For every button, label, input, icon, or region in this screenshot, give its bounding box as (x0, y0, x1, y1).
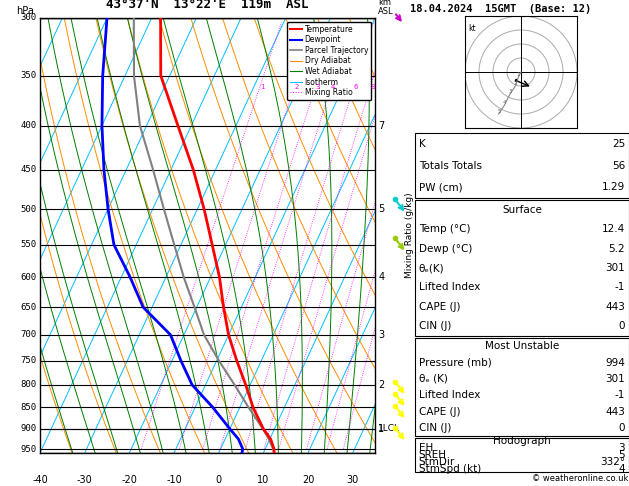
Text: 400: 400 (21, 121, 36, 130)
Text: 4: 4 (378, 272, 384, 282)
Text: 450: 450 (21, 165, 36, 174)
Text: 56: 56 (612, 160, 625, 171)
Text: 332°: 332° (600, 457, 625, 467)
Text: kt: kt (468, 24, 476, 34)
Text: -30: -30 (77, 475, 92, 485)
Text: 3: 3 (378, 330, 384, 340)
Text: Lifted Index: Lifted Index (419, 390, 480, 400)
Text: EH: EH (419, 443, 433, 453)
Text: 550: 550 (21, 240, 36, 249)
Text: 5: 5 (497, 108, 501, 114)
Text: 301: 301 (606, 263, 625, 273)
Text: 4: 4 (503, 100, 506, 105)
Text: 0: 0 (619, 423, 625, 433)
Text: -1: -1 (615, 390, 625, 400)
Text: 5: 5 (618, 450, 625, 460)
Text: -40: -40 (32, 475, 48, 485)
Text: 4: 4 (618, 464, 625, 473)
Text: StmDir: StmDir (419, 457, 455, 467)
Text: 650: 650 (21, 303, 36, 312)
Text: 6: 6 (353, 84, 358, 90)
Text: 30: 30 (347, 475, 359, 485)
Text: 500: 500 (21, 205, 36, 213)
Text: 950: 950 (21, 445, 36, 453)
Text: Pressure (mb): Pressure (mb) (419, 358, 491, 367)
Text: hPa: hPa (16, 5, 34, 16)
Text: 1: 1 (517, 72, 520, 77)
Text: 3: 3 (508, 89, 512, 94)
Text: © weatheronline.co.uk: © weatheronline.co.uk (532, 474, 628, 483)
Text: 3: 3 (618, 443, 625, 453)
Text: CIN (J): CIN (J) (419, 321, 451, 331)
Text: 12.4: 12.4 (602, 224, 625, 234)
Text: 900: 900 (21, 424, 36, 434)
Text: 20: 20 (302, 475, 314, 485)
Text: 750: 750 (21, 356, 36, 365)
Text: 8: 8 (370, 84, 375, 90)
Text: CAPE (J): CAPE (J) (419, 302, 460, 312)
Text: -1: -1 (615, 282, 625, 293)
Text: Mixing Ratio (g/kg): Mixing Ratio (g/kg) (405, 192, 414, 278)
Text: Temp (°C): Temp (°C) (419, 224, 470, 234)
Text: 43°37'N  13°22'E  119m  ASL: 43°37'N 13°22'E 119m ASL (106, 0, 309, 11)
Text: 0: 0 (619, 321, 625, 331)
Text: 700: 700 (21, 330, 36, 339)
Text: 850: 850 (21, 403, 36, 412)
Text: 0: 0 (216, 475, 222, 485)
Text: 1: 1 (260, 84, 265, 90)
Text: Surface: Surface (502, 205, 542, 215)
Text: 4: 4 (331, 84, 335, 90)
Text: K: K (419, 139, 426, 149)
Text: CAPE (J): CAPE (J) (419, 406, 460, 417)
Text: θₑ (K): θₑ (K) (419, 374, 448, 384)
Text: 5.2: 5.2 (609, 243, 625, 254)
Text: 800: 800 (21, 381, 36, 389)
Text: 2: 2 (514, 81, 518, 86)
Text: Lifted Index: Lifted Index (419, 282, 480, 293)
Text: Most Unstable: Most Unstable (485, 341, 559, 351)
Text: StmSpd (kt): StmSpd (kt) (419, 464, 481, 473)
Text: 3: 3 (316, 84, 320, 90)
Text: 600: 600 (21, 273, 36, 282)
Text: km
ASL: km ASL (378, 0, 394, 16)
Text: PW (cm): PW (cm) (419, 182, 462, 192)
Text: 443: 443 (605, 302, 625, 312)
Text: Totals Totals: Totals Totals (419, 160, 482, 171)
Text: -10: -10 (166, 475, 182, 485)
Text: CIN (J): CIN (J) (419, 423, 451, 433)
Text: 1: 1 (378, 424, 384, 434)
Text: 994: 994 (605, 358, 625, 367)
Text: 301: 301 (606, 374, 625, 384)
Text: 10: 10 (257, 475, 269, 485)
Text: -20: -20 (121, 475, 137, 485)
Text: 1LCL: 1LCL (378, 424, 400, 434)
Text: 25: 25 (612, 139, 625, 149)
Text: 1.29: 1.29 (602, 182, 625, 192)
Text: 2: 2 (294, 84, 299, 90)
Text: 5: 5 (378, 204, 384, 214)
Text: 18.04.2024  15GMT  (Base: 12): 18.04.2024 15GMT (Base: 12) (410, 4, 591, 14)
Text: 300: 300 (21, 14, 36, 22)
Text: 7: 7 (378, 121, 384, 131)
Text: Hodograph: Hodograph (493, 436, 551, 447)
Text: 350: 350 (21, 71, 36, 80)
Text: 443: 443 (605, 406, 625, 417)
Legend: Temperature, Dewpoint, Parcel Trajectory, Dry Adiabat, Wet Adiabat, Isotherm, Mi: Temperature, Dewpoint, Parcel Trajectory… (287, 22, 371, 100)
Text: Dewp (°C): Dewp (°C) (419, 243, 472, 254)
Text: 2: 2 (378, 380, 384, 390)
Text: θₑ(K): θₑ(K) (419, 263, 445, 273)
Text: SREH: SREH (419, 450, 447, 460)
